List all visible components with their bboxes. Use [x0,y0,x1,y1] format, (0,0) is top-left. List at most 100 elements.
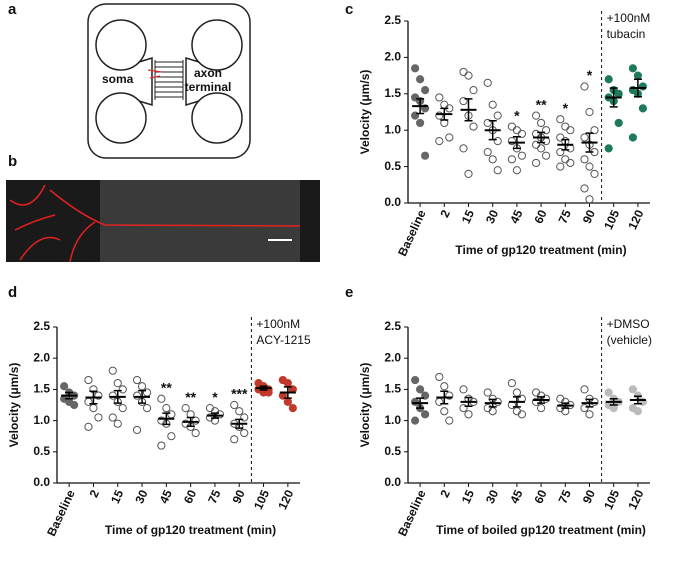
x-tick-label: 120 [625,487,646,511]
x-tick-label: 90 [580,487,598,505]
data-point [283,397,292,406]
panel-label: a [8,1,17,18]
error-bar [585,132,594,153]
data-point [561,155,570,164]
x-tick-label: Baseline [395,207,429,258]
data-point [440,382,449,391]
microgrooves [154,60,184,100]
annotation: +100nM [607,11,651,25]
well [191,92,243,144]
x-tick-label: 15 [108,487,126,505]
data-point [542,151,551,160]
data-point [215,410,225,419]
data-point [580,133,589,142]
data-point [590,126,599,135]
annotation: +100nM [256,317,300,331]
data-point [137,382,147,391]
data-point [585,195,594,204]
data-point [512,126,522,135]
x-tick-label: 15 [459,207,477,225]
data-point [459,96,468,106]
channel [138,56,200,107]
y-tick-label: 1.5 [384,382,401,396]
error-bar [416,397,425,409]
x-tick-label: 15 [459,487,477,505]
panel-label: e [345,284,353,301]
data-point [532,111,541,120]
panel-label: b [8,153,17,170]
data-point [162,404,171,413]
error-bar [633,78,642,98]
data-point [435,372,444,382]
data-point [167,410,176,419]
axon-label: terminal [185,80,232,94]
error-bar [259,385,268,391]
data-point [440,407,449,416]
x-tick-label: 30 [483,207,501,225]
axon-label: axon [194,66,222,80]
x-tick-label: 105 [601,207,622,231]
data-point [435,111,444,120]
data-point [604,75,613,84]
x-tick-label: Baseline [395,487,429,538]
x-tick-label: 75 [205,487,223,505]
error-bar [210,412,219,419]
y-tick-label: 2.5 [384,319,401,333]
data-point [157,394,166,403]
data-point [614,118,623,128]
x-tick-label: 45 [507,487,525,505]
data-point [507,122,516,131]
data-point [411,397,420,406]
y-tick-label: 2.0 [384,350,401,364]
data-point [507,155,516,164]
significance: ** [185,389,196,405]
data-point [411,64,420,73]
data-point [469,122,478,131]
data-point [542,394,551,403]
data-point [483,118,492,128]
error-bar [440,107,449,121]
data-point [445,416,454,425]
error-bar [235,418,244,429]
data-point [94,391,103,400]
data-point [108,366,117,375]
x-tick-label: 120 [275,487,296,511]
data-point [580,385,589,394]
error-bar [561,402,570,409]
error-bar [283,386,292,399]
significance: * [587,67,593,83]
data-point [512,388,522,397]
data-point [628,64,638,73]
x-tick-label: 2 [437,207,453,219]
error-bar [440,390,449,405]
soma-label: soma [102,72,134,86]
data-point [445,391,454,400]
data-point [566,158,575,168]
data-point [493,397,502,406]
data-point [132,375,142,385]
y-tick-label: 2.5 [33,319,50,333]
x-tick-label: 45 [507,207,525,225]
data-point [113,419,122,428]
significance: ** [536,96,547,112]
error-bar [89,390,98,405]
x-axis-label: Time of boiled gp120 treatment (min) [436,523,646,537]
error-bar [186,416,195,427]
y-tick-label: 0.0 [384,475,401,489]
data-point [604,144,613,153]
data-point [633,71,643,80]
data-point [493,111,502,120]
y-tick-label: 0.5 [33,444,50,458]
y-tick-label: 0.0 [384,195,401,209]
data-point [445,133,454,142]
error-bar [488,398,497,408]
data-point [628,133,638,142]
data-point [566,144,575,153]
error-bar [512,396,521,408]
data-point [235,407,244,416]
x-tick-label: 60 [531,207,549,225]
data-point [440,100,449,109]
data-point [411,416,420,425]
well [95,92,147,144]
